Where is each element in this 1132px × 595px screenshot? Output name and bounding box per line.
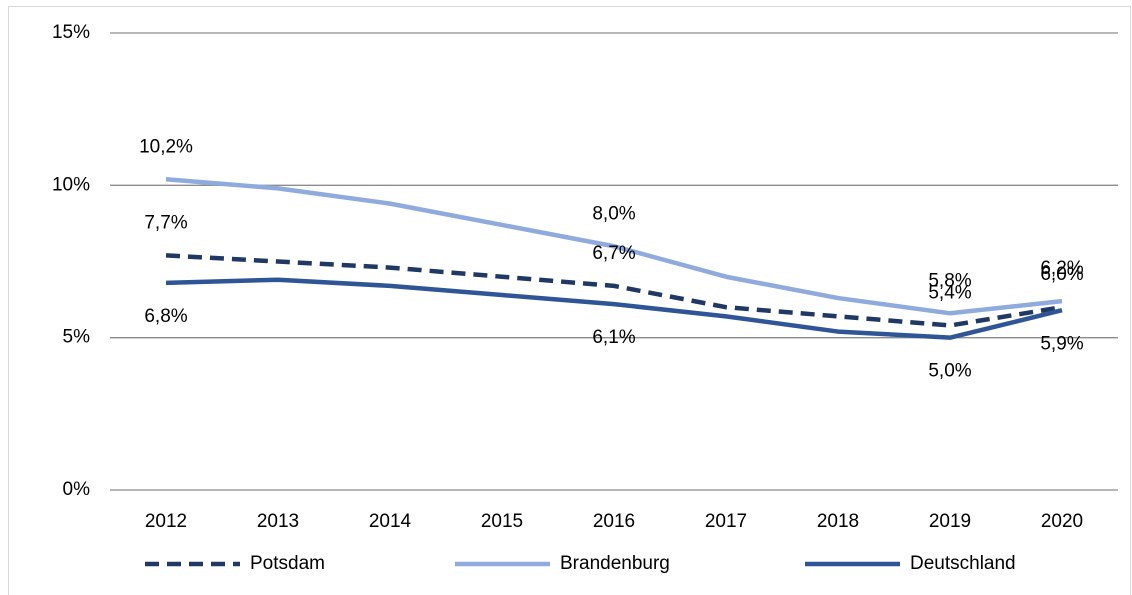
series-line xyxy=(165,253,1063,328)
x-tick-label: 2018 xyxy=(817,511,859,532)
legend-label: Deutschland xyxy=(910,553,1016,574)
x-tick-label: 2015 xyxy=(481,511,523,532)
y-tick-label: 10% xyxy=(52,174,90,195)
x-tick-label: 2012 xyxy=(145,511,187,532)
y-tick-label: 0% xyxy=(63,479,91,500)
data-label: 7,7% xyxy=(144,212,187,233)
data-label: 6,2% xyxy=(1040,258,1083,279)
data-label: 6,0% xyxy=(1040,264,1083,285)
series-line xyxy=(165,176,1063,316)
chart-border xyxy=(8,6,1131,595)
y-tick-label: 5% xyxy=(63,327,91,348)
legend-label: Potsdam xyxy=(250,553,325,574)
data-label: 5,4% xyxy=(928,282,971,303)
x-tick-label: 2020 xyxy=(1041,511,1083,532)
data-label: 6,8% xyxy=(144,306,187,327)
x-tick-label: 2017 xyxy=(705,511,747,532)
x-tick-label: 2014 xyxy=(369,511,412,532)
series-line xyxy=(165,277,1063,340)
data-label: 6,1% xyxy=(592,327,635,348)
x-tick-label: 2019 xyxy=(929,511,971,532)
data-label: 5,0% xyxy=(928,361,971,382)
x-tick-label: 2013 xyxy=(257,511,299,532)
data-label: 5,8% xyxy=(928,270,971,291)
data-label: 8,0% xyxy=(592,203,635,224)
data-label: 10,2% xyxy=(139,136,193,157)
legend-label: Brandenburg xyxy=(560,553,670,574)
data-label: 5,9% xyxy=(1040,333,1083,354)
y-tick-label: 15% xyxy=(52,22,90,43)
x-tick-label: 2016 xyxy=(593,511,635,532)
data-label: 6,7% xyxy=(592,243,635,264)
